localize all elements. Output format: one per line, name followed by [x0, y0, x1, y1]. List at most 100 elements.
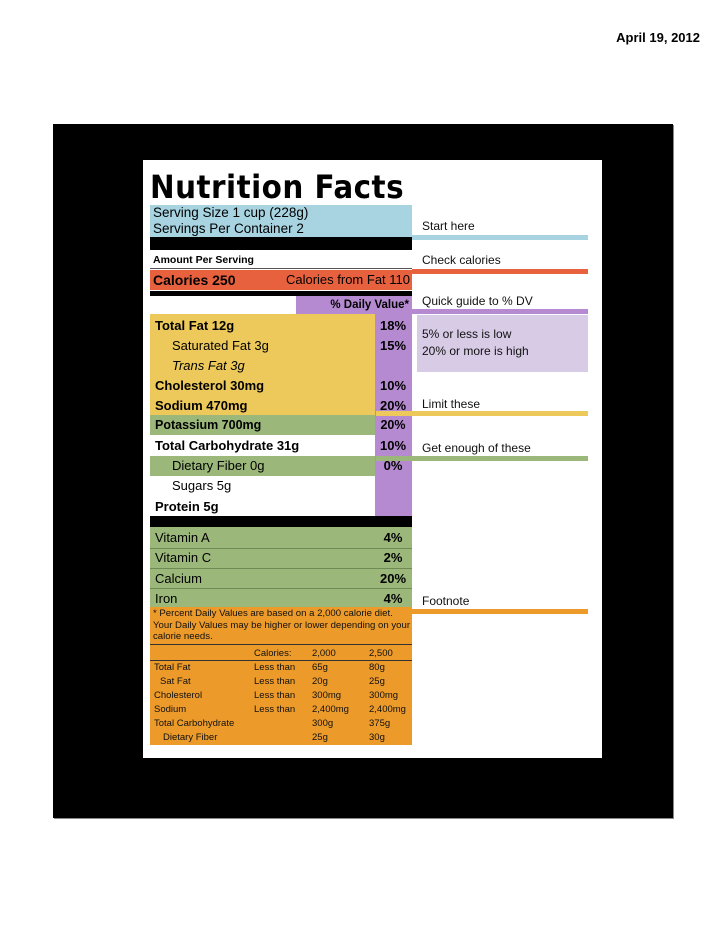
- pct-column: [375, 314, 412, 527]
- footnote-text: * Percent Daily Values are based on a 2,…: [153, 608, 411, 642]
- vitamin-name: Calcium: [155, 571, 202, 586]
- fn-row-2000: 65g: [312, 662, 328, 673]
- ann-start-line: [412, 235, 588, 240]
- nutrient-row: Saturated Fat 3g 15%: [150, 336, 412, 356]
- nutrient-name: Sugars 5g: [172, 478, 232, 493]
- fn-row-2000: 25g: [312, 732, 328, 743]
- vitamin-pct: 2%: [383, 550, 403, 565]
- nutrient-row: Cholesterol 30mg 10%: [150, 376, 412, 395]
- nutrient-row: Potassium 700mg 20%: [150, 416, 412, 435]
- thick-divider: [150, 237, 412, 250]
- calories-row: Calories 250 Calories from Fat 110: [150, 270, 412, 290]
- nutrient-name: Cholesterol 30mg: [155, 378, 265, 393]
- footnote-section: * Percent Daily Values are based on a 2,…: [150, 607, 412, 745]
- nutrient-name: Trans Fat 3g: [172, 358, 245, 373]
- fn-row-label: Total Carbohydrate: [154, 718, 235, 729]
- fiber-block: [150, 456, 375, 476]
- vitamin-name: Vitamin C: [155, 550, 212, 565]
- ann-enough-line: [376, 456, 588, 461]
- fn-row-limit: Less than: [254, 676, 296, 687]
- nutrient-name: Total Carbohydrate 31g: [155, 438, 300, 453]
- nutrient-row: Total Carbohydrate 31g 10%: [150, 436, 412, 455]
- fn-row-label: Cholesterol: [154, 690, 203, 701]
- nutrient-name: Potassium 700mg: [155, 418, 262, 432]
- date-header: April 19, 2012: [616, 30, 700, 45]
- potassium-block: [150, 415, 375, 435]
- fn-row-2000: 2,400mg: [312, 704, 349, 715]
- vitamin-block: [150, 527, 412, 607]
- vitamin-pct: 20%: [379, 571, 407, 586]
- nutrient-pct: 10%: [379, 378, 407, 393]
- nutrient-row: Trans Fat 3g: [150, 356, 412, 375]
- nutrient-name: Sodium 470mg: [155, 398, 248, 413]
- nutrient-pct: 20%: [380, 418, 406, 432]
- label-title: Nutrition Facts: [150, 168, 405, 206]
- fn-row-label: Dietary Fiber: [163, 732, 218, 743]
- fn-row-2000: 300mg: [312, 690, 342, 701]
- nutrient-pct: 18%: [379, 318, 407, 333]
- fn-row-2500: 30g: [369, 732, 385, 743]
- nutrient-name: Saturated Fat 3g: [172, 338, 269, 353]
- ann-low: 5% or less is low: [422, 327, 512, 341]
- serving-section: Serving Size 1 cup (228g) Servings Per C…: [150, 205, 412, 237]
- nutrient-row: Protein 5g: [150, 497, 412, 516]
- fn-row-2500: 25g: [369, 676, 385, 687]
- nutrient-pct: 20%: [379, 398, 407, 413]
- nutrient-name: Protein 5g: [155, 499, 219, 514]
- fn-row-2000: 20g: [312, 676, 328, 687]
- fn-row-limit: Less than: [254, 662, 296, 673]
- fn-row-2500: 80g: [369, 662, 385, 673]
- calories-from-fat: Calories from Fat 110: [285, 272, 410, 287]
- ann-start-here: Start here: [422, 219, 475, 233]
- ann-get-enough: Get enough of these: [422, 441, 531, 455]
- calories: Calories 250: [153, 272, 236, 288]
- vitamin-name: Vitamin A: [155, 530, 210, 545]
- fn-row-label: Total Fat: [154, 662, 191, 673]
- dv-guide-box: [417, 315, 588, 372]
- fn-header-calories: Calories:: [254, 648, 292, 659]
- vitamin-row: Iron 4%: [150, 589, 412, 607]
- servings-per-container: Servings Per Container 2: [153, 221, 304, 236]
- nutrient-row: Dietary Fiber 0g 0%: [150, 456, 412, 475]
- vitamin-row: Vitamin C 2%: [150, 548, 412, 568]
- divider: [150, 268, 412, 269]
- fn-row-limit: Less than: [254, 690, 296, 701]
- vitamin-name: Iron: [155, 591, 178, 606]
- ann-quick-guide: Quick guide to % DV: [422, 294, 533, 308]
- fn-row-label: Sodium: [154, 704, 187, 715]
- vitamin-pct: 4%: [383, 591, 403, 606]
- fn-header-2000: 2,000: [312, 648, 336, 659]
- vitamin-row: Vitamin A 4%: [150, 528, 412, 548]
- thick-divider: [150, 516, 412, 527]
- fn-row-label: Sat Fat: [160, 676, 191, 687]
- nutrient-row: Sodium 470mg 20%: [150, 396, 412, 415]
- ann-dv-line: [412, 309, 588, 314]
- fn-row-2500: 300mg: [369, 690, 399, 701]
- nutrient-pct: 15%: [379, 338, 407, 353]
- fn-header-2500: 2,500: [369, 648, 393, 659]
- serving-size: Serving Size 1 cup (228g): [153, 205, 309, 220]
- nutrient-pct: 0%: [383, 458, 403, 473]
- nutrient-pct: 10%: [379, 438, 407, 453]
- daily-value-header: % Daily Value*: [296, 296, 412, 314]
- fn-row-2500: 375g: [369, 718, 391, 729]
- vitamin-row: Calcium 20%: [150, 569, 412, 589]
- fn-row-2500: 2,400mg: [369, 704, 406, 715]
- medium-divider: [150, 291, 412, 296]
- fn-row-limit: Less than: [254, 704, 296, 715]
- nutrient-name: Dietary Fiber 0g: [172, 458, 265, 473]
- nutrient-name: Total Fat 12g: [155, 318, 235, 333]
- nutrient-row: Sugars 5g: [150, 476, 412, 495]
- ann-limit-line: [376, 411, 588, 416]
- ann-footnote-line: [412, 609, 588, 614]
- vitamin-pct: 4%: [383, 530, 403, 545]
- limit-block: [150, 314, 375, 415]
- ann-high: 20% or more is high: [422, 344, 529, 358]
- ann-limit-these: Limit these: [422, 397, 481, 411]
- ann-footnote: Footnote: [422, 594, 470, 608]
- fn-row-2000: 300g: [312, 718, 334, 729]
- amount-per-serving: Amount Per Serving: [153, 254, 254, 266]
- ann-check-calories: Check calories: [422, 253, 501, 267]
- ann-calories-line: [412, 269, 588, 274]
- nutrient-row: Total Fat 12g 18%: [150, 316, 412, 336]
